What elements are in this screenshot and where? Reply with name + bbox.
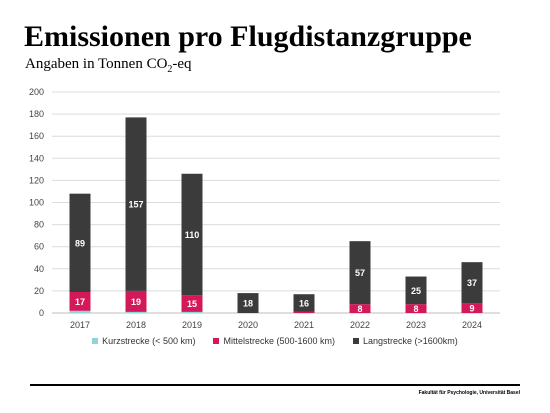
bar-segment — [405, 276, 427, 305]
legend-item: Kurzstrecke (< 500 km) — [92, 336, 195, 346]
bar-segment — [293, 311, 315, 313]
data-label: 110 — [185, 230, 200, 240]
bar-segment — [181, 311, 203, 313]
y-tick-label: 0 — [39, 308, 44, 318]
chart-title: Emissionen pro Flugdistanzgruppe — [24, 20, 472, 53]
data-label: 37 — [467, 278, 477, 288]
x-tick-label: 2021 — [294, 320, 314, 330]
footer-divider — [30, 384, 520, 386]
data-label: 16 — [299, 299, 309, 309]
legend-item: Langstrecke (>1600km) — [353, 336, 458, 346]
subtitle-text: Angaben in Tonnen CO — [25, 56, 168, 72]
x-tick-label: 2022 — [350, 320, 370, 330]
stacked-bar-chart: 0204060801001201401601802001789201719157… — [29, 87, 500, 330]
bar-segment — [461, 303, 483, 313]
data-label: 17 — [75, 297, 85, 307]
data-label: 18 — [243, 299, 253, 309]
data-label: 57 — [355, 268, 365, 278]
y-tick-label: 200 — [29, 87, 44, 97]
bar-segment — [349, 241, 371, 305]
bar-segment — [125, 117, 147, 291]
bar-segment — [405, 304, 427, 313]
data-label: 157 — [128, 200, 143, 210]
bar-segment — [125, 290, 147, 312]
subtitle-subscript: 2 — [167, 64, 173, 75]
x-tick-label: 2018 — [126, 320, 146, 330]
bar-segment — [461, 262, 483, 304]
y-tick-label: 80 — [34, 220, 44, 230]
x-tick-label: 2024 — [462, 320, 482, 330]
bar-segment — [125, 311, 147, 313]
legend-swatch — [213, 338, 220, 344]
bar-segment — [69, 292, 91, 311]
y-tick-label: 180 — [29, 109, 44, 119]
bar-segment — [293, 294, 315, 312]
legend-swatch — [353, 338, 359, 344]
x-tick-label: 2019 — [182, 320, 202, 330]
legend-item: Mittelstrecke (500-1600 km) — [213, 336, 335, 346]
data-label: 19 — [131, 297, 141, 307]
y-tick-label: 60 — [34, 242, 44, 252]
y-tick-label: 40 — [34, 264, 44, 274]
data-label: 8 — [413, 304, 418, 314]
legend-label: Kurzstrecke (< 500 km) — [102, 336, 196, 346]
data-label: 8 — [357, 304, 362, 314]
data-label: 9 — [469, 304, 474, 314]
y-tick-label: 20 — [34, 286, 44, 296]
bar-segment — [237, 293, 259, 313]
y-tick-label: 100 — [29, 198, 44, 208]
subtitle-suffix: -eq — [172, 56, 192, 72]
bar-segment — [181, 173, 203, 296]
data-label: 89 — [75, 238, 85, 248]
bar-segment — [69, 310, 91, 313]
y-tick-label: 160 — [29, 131, 44, 141]
legend-label: Mittelstrecke (500-1600 km) — [223, 336, 335, 346]
footer-text: Fakultät für Psychologie, Universität Ba… — [418, 390, 520, 396]
data-label: 25 — [411, 286, 421, 296]
data-label: 15 — [187, 299, 197, 309]
x-tick-label: 2023 — [406, 320, 426, 330]
x-tick-label: 2017 — [70, 320, 90, 330]
bar-segment — [181, 295, 203, 312]
chart-subtitle: Angaben in Tonnen CO2-eq — [25, 56, 192, 75]
legend-label: Langstrecke (>1600km) — [363, 336, 458, 346]
y-tick-label: 140 — [29, 153, 44, 163]
y-tick-label: 120 — [29, 175, 44, 185]
x-tick-label: 2020 — [238, 320, 258, 330]
legend-swatch — [92, 338, 99, 344]
bar-segment — [349, 304, 371, 313]
chart-legend: Kurzstrecke (< 500 km) Mittelstrecke (500… — [0, 336, 550, 346]
bar-segment — [69, 193, 91, 293]
